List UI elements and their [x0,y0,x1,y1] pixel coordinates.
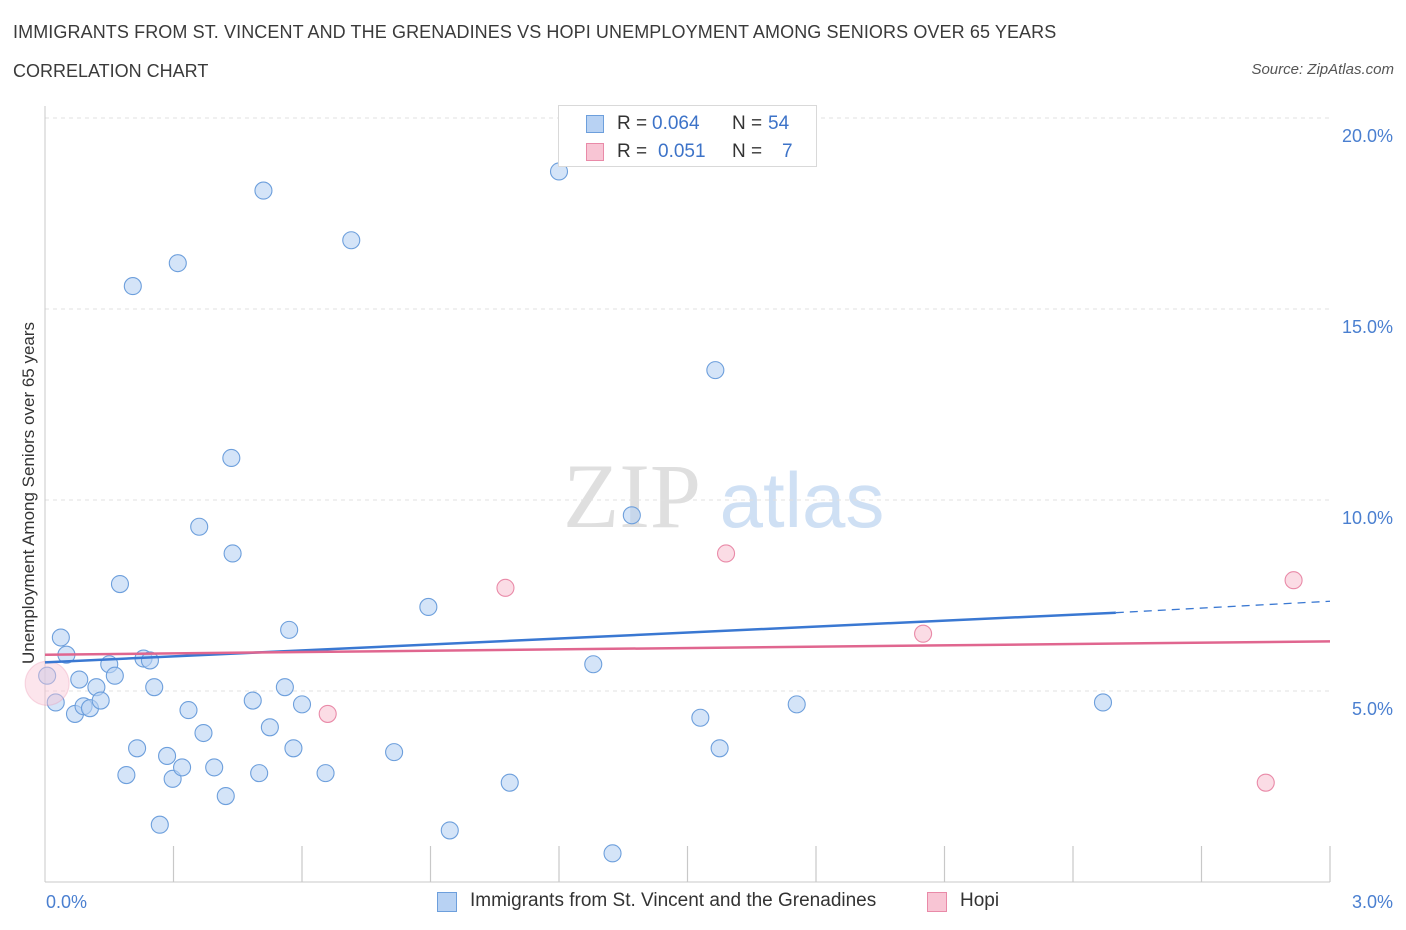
legend-n-label: N = [732,141,763,162]
immigrants-point-2 [51,628,70,647]
bottom-legend-swatch-blue [437,892,457,912]
immigrants-point-5 [70,670,89,689]
immigrants-point-18 [145,678,164,697]
y-tick-label-2: 15.0% [1342,317,1393,337]
hopi-point-6 [1284,571,1303,590]
series-hopi-points [24,544,1303,792]
bottom-legend-label: Hopi [960,890,1000,911]
immigrants-point-34 [260,718,279,737]
hopi-point-4 [914,624,933,643]
hopi-point-0 [24,660,70,706]
legend-swatch-pink [586,143,604,161]
legend-n-value: 54 [768,113,790,134]
immigrants-point-22 [168,254,187,273]
immigrants-point-47 [603,844,622,863]
trend-line-hopi [44,640,1331,656]
y-tick-label-1: 10.0% [1342,508,1393,528]
immigrants-point-30 [223,544,242,563]
immigrants-point-53 [1093,693,1113,712]
immigrants-point-46 [584,655,603,674]
immigrants-point-50 [706,361,725,380]
chart-subtitle: CORRELATION CHART [13,61,209,81]
immigrants-point-9 [91,691,110,710]
correlation-legend: R = 0.064 N = 54 R = 0.051 N = 7 [558,105,817,167]
legend-r-value: 0.064 [652,113,700,134]
immigrants-point-14 [123,277,142,296]
x-tick-label-max: 3.0% [1352,892,1393,912]
hopi-point-5 [1256,773,1275,792]
immigrants-point-23 [173,758,192,777]
immigrants-point-25 [190,517,209,536]
immigrants-point-1 [46,693,65,712]
source-credit: Source: ZipAtlas.com [1251,61,1394,78]
immigrants-point-13 [117,765,136,785]
immigrants-point-24 [179,701,198,720]
legend-r-label: R = [617,113,648,134]
legend-n-value: 7 [782,141,793,162]
immigrants-point-15 [128,739,147,758]
immigrants-point-44 [500,773,519,792]
x-tick-labels: 0.0% 3.0% [46,892,1393,912]
trend-line-immigrants [44,611,1116,664]
legend-r-value: 0.051 [658,141,706,162]
bottom-legend-swatch-pink [927,892,947,912]
immigrants-point-37 [284,739,303,758]
bottom-legend-label: Immigrants from St. Vincent and the Gren… [470,890,877,911]
y-tick-labels: 5.0% 10.0% 15.0% 20.0% [1342,126,1393,719]
hopi-point-1 [318,704,337,723]
immigrants-point-0 [38,666,57,685]
immigrants-point-33 [254,181,273,200]
hopi-point-3 [716,544,736,563]
immigrants-point-48 [622,506,641,525]
axes [44,106,1331,883]
immigrants-point-19 [150,815,169,834]
immigrants-point-36 [280,620,299,639]
zipatlas-watermark: ZIP atlas [563,445,884,547]
y-tick-label-0: 5.0% [1352,699,1393,719]
x-tick-label-min: 0.0% [46,892,87,912]
hopi-point-2 [496,578,515,597]
trend-lines [44,600,1331,664]
immigrants-point-26 [194,723,213,743]
immigrants-point-29 [222,448,241,468]
trend-line-immigrants-extension [1115,600,1331,614]
immigrants-point-28 [216,786,235,806]
watermark-zip: ZIP [563,445,701,547]
series-immigrants-points [38,162,1113,863]
legend-r-label: R = [617,141,648,162]
immigrants-point-41 [385,743,404,762]
immigrants-point-40 [342,231,361,250]
y-axis-label: Unemployment Among Seniors over 65 years [19,322,38,664]
immigrants-point-43 [440,821,459,840]
y-tick-label-3: 20.0% [1342,126,1393,146]
immigrants-point-42 [419,597,438,617]
immigrants-point-49 [691,708,710,727]
immigrants-point-11 [105,666,124,685]
immigrants-point-20 [158,746,177,765]
immigrants-point-52 [787,695,806,714]
immigrants-point-35 [275,678,294,697]
immigrants-point-51 [710,739,729,758]
immigrants-point-31 [243,691,262,710]
grid-lines [45,117,1330,692]
immigrants-point-32 [250,764,269,783]
immigrants-point-27 [205,758,224,777]
chart-title: IMMIGRANTS FROM ST. VINCENT AND THE GREN… [13,22,1057,42]
legend-swatch-blue [586,115,604,133]
legend-n-label: N = [732,113,763,134]
immigrants-point-38 [292,695,312,714]
immigrants-point-39 [316,764,335,783]
immigrants-point-12 [110,574,130,594]
